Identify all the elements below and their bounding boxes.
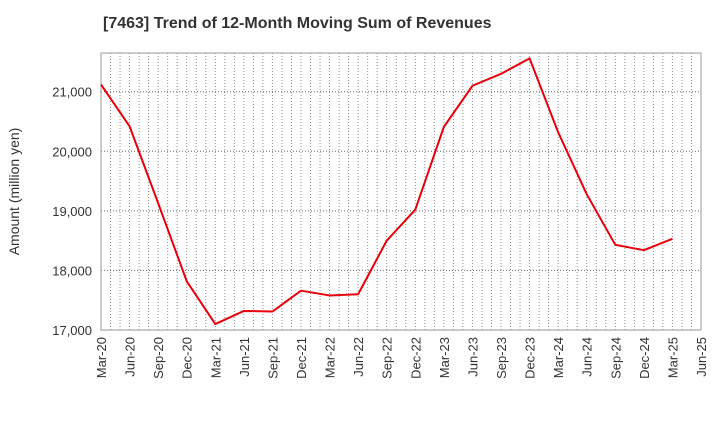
y-tick-label: 17,000	[52, 323, 92, 338]
x-tick-label: Sep-21	[265, 337, 280, 379]
x-tick-label: Jun-24	[580, 337, 595, 377]
y-axis-title: Amount (million yen)	[6, 128, 22, 256]
y-tick-label: 19,000	[52, 204, 92, 219]
x-tick-label: Sep-24	[608, 337, 623, 379]
x-tick-label: Sep-20	[151, 337, 166, 379]
x-tick-label: Jun-21	[237, 337, 252, 377]
x-tick-label: Mar-25	[665, 337, 680, 378]
plot-area	[100, 52, 702, 331]
x-tick-label: Mar-20	[94, 337, 109, 378]
x-tick-label: Mar-24	[551, 337, 566, 378]
x-tick-label: Dec-20	[180, 337, 195, 379]
x-tick-label: Dec-24	[637, 337, 652, 379]
x-tick-label: Mar-21	[208, 337, 223, 378]
x-tick-label: Dec-23	[523, 337, 538, 379]
y-tick-label: 20,000	[52, 144, 92, 159]
x-tick-label: Jun-22	[351, 337, 366, 377]
chart-title: [7463] Trend of 12-Month Moving Sum of R…	[103, 15, 492, 32]
x-tick-label: Dec-21	[294, 337, 309, 379]
x-tick-label: Jun-23	[465, 337, 480, 377]
x-tick-label: Jun-25	[694, 337, 709, 377]
x-tick-label: Jun-20	[123, 337, 138, 377]
x-tick-label: Sep-23	[494, 337, 509, 379]
series-lines	[100, 57, 673, 326]
x-axis: Mar-20 Jun-20 Sep-20 Dec-20 Mar-21 Jun-21 Sep-…	[94, 337, 709, 379]
y-axis: 17,000 18,000 19,000 20,000 21,000	[52, 85, 92, 338]
series-line	[100, 57, 673, 326]
grid-lines	[101, 53, 701, 330]
x-tick-label: Mar-22	[323, 337, 338, 378]
x-tick-label: Sep-22	[380, 337, 395, 379]
y-tick-label: 18,000	[52, 263, 92, 278]
x-tick-label: Dec-22	[408, 337, 423, 379]
x-tick-label: Mar-23	[437, 337, 452, 378]
y-tick-label: 21,000	[52, 85, 92, 100]
